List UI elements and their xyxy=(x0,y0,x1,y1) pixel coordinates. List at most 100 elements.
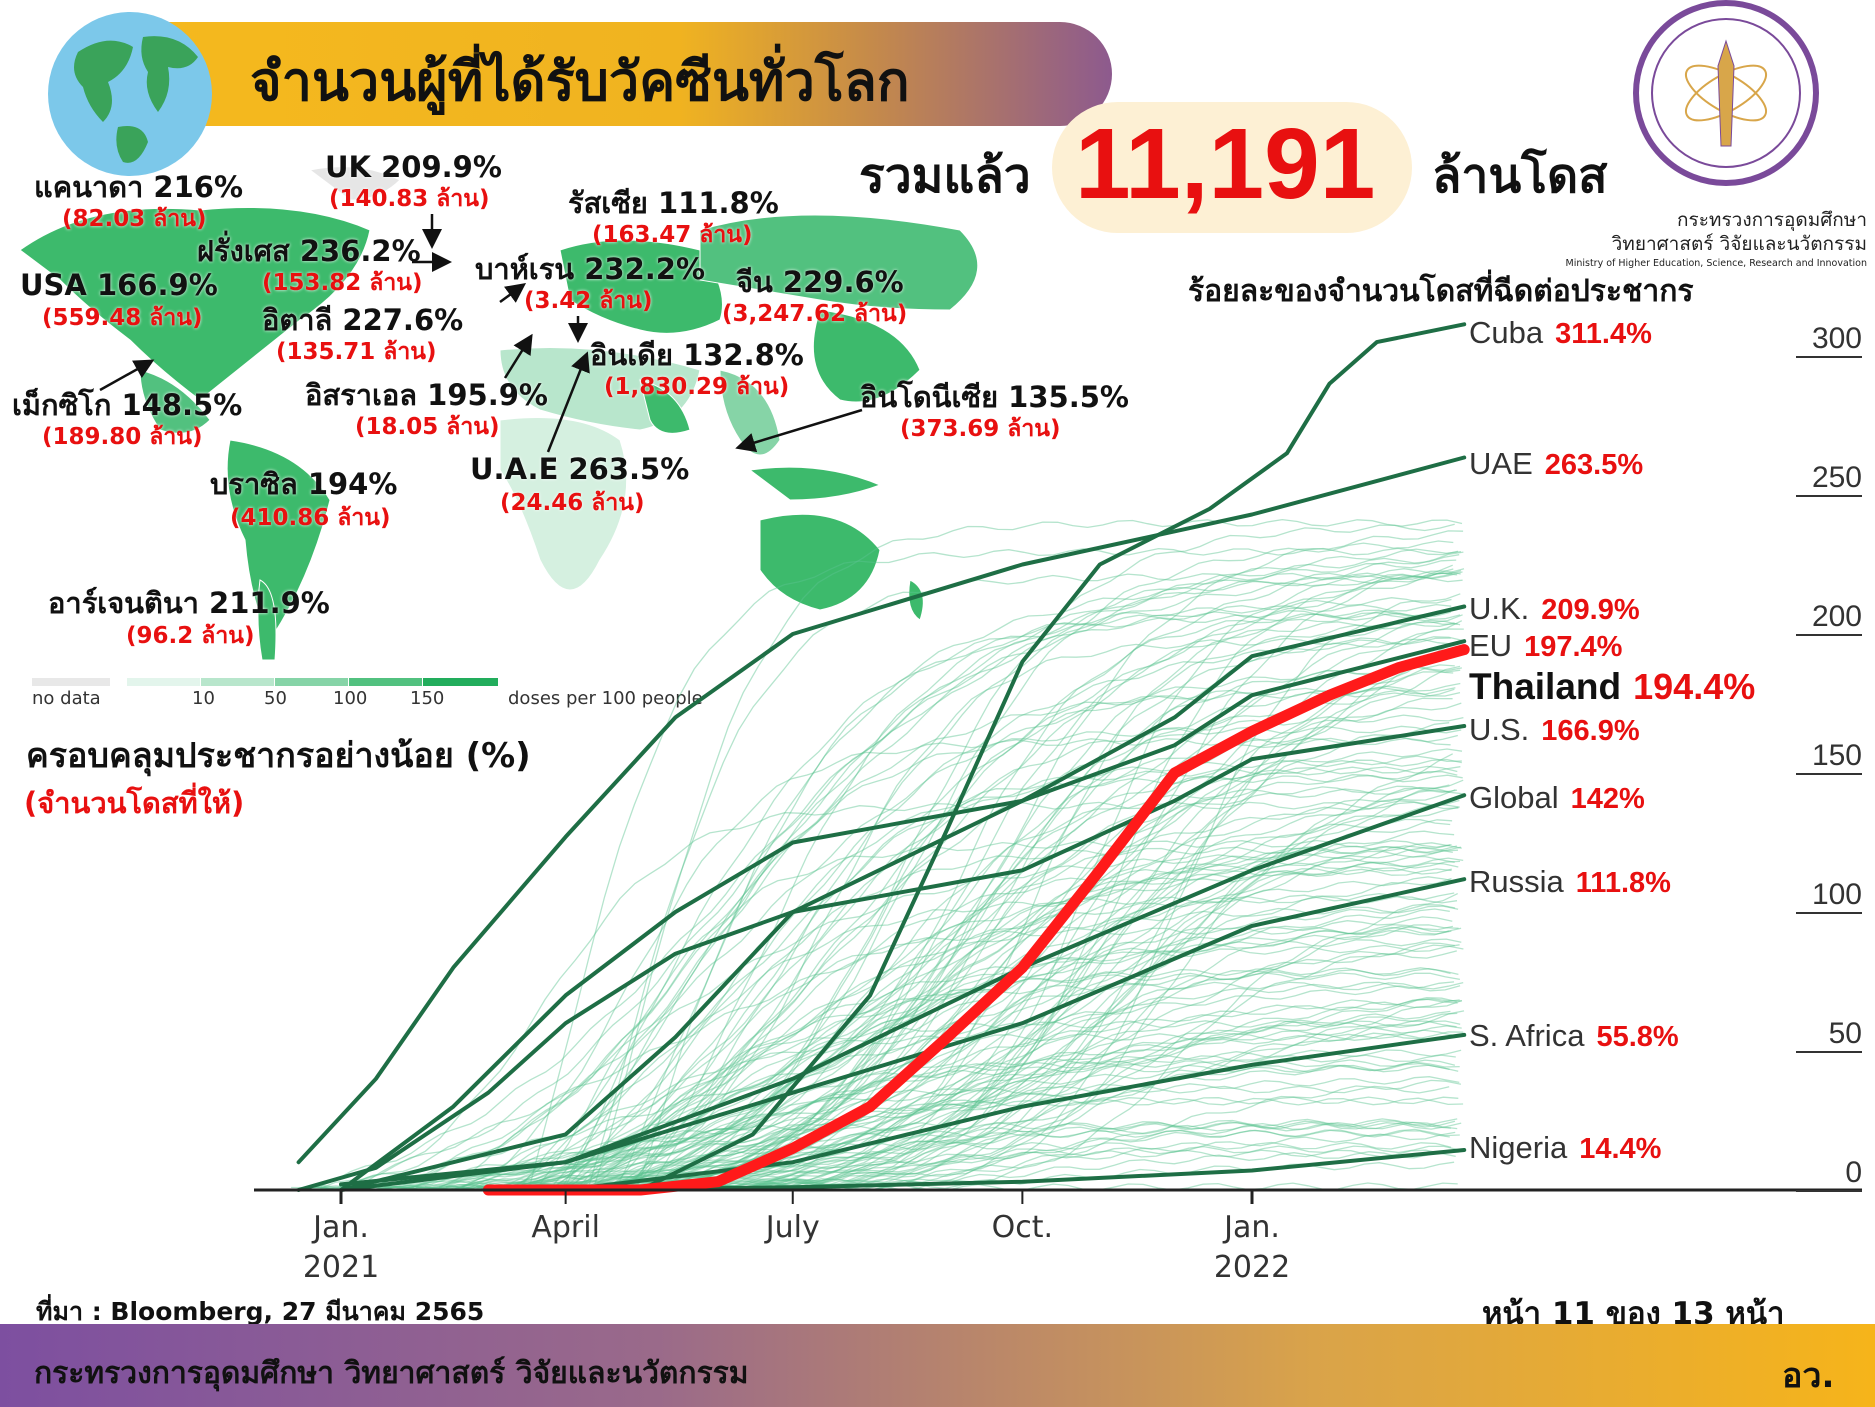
country-line xyxy=(622,570,1462,1191)
country-line xyxy=(311,1129,1450,1191)
ministry-name-line2: วิทยาศาสตร์ วิจัยและนวัตกรรม xyxy=(1611,233,1867,255)
total-doses-value: 11,191 xyxy=(1075,108,1376,220)
map-doses-argentina: (96.2 ล้าน) xyxy=(126,623,255,649)
country-line xyxy=(599,564,1453,1191)
x-tick-month: July xyxy=(765,1210,820,1245)
y-tick-label: 0 xyxy=(1796,1156,1862,1192)
x-tick-month: April xyxy=(531,1210,600,1245)
series-line-russia xyxy=(339,877,1467,1187)
ministry-name-en: Ministry of Higher Education, Science, R… xyxy=(1565,258,1868,269)
country-line xyxy=(424,1096,1459,1191)
map-doses-usa: (559.48 ล้าน) xyxy=(42,305,203,331)
chart-title: ร้อยละของจำนวนโดสที่ฉีดต่อประชากร xyxy=(1188,274,1694,309)
country-line xyxy=(616,687,1456,1191)
series-value: 194.4% xyxy=(1633,666,1756,707)
legend-tick: 150 xyxy=(410,688,445,709)
x-tick-year: 2022 xyxy=(1213,1250,1291,1285)
map-label-indonesia: อินโดนีเซีย 135.5% xyxy=(860,380,1129,414)
map-label-china: จีน 229.6% xyxy=(736,265,904,299)
x-tick-month: Jan. xyxy=(1224,1210,1280,1245)
legend-tick: 10 xyxy=(192,688,215,709)
series-name: Thailand xyxy=(1469,666,1622,707)
country-line xyxy=(653,999,1463,1191)
country-line xyxy=(635,612,1461,1191)
map-label-canada: แคนาดา 216% xyxy=(34,170,244,204)
series-value: 142% xyxy=(1570,783,1645,815)
series-line-uae xyxy=(296,455,1467,1165)
country-line xyxy=(368,998,1462,1191)
country-line xyxy=(510,892,1455,1188)
x-tick-month: Jan. xyxy=(313,1210,369,1245)
country-line xyxy=(614,753,1453,1191)
country-line xyxy=(572,1054,1456,1188)
map-doses-italy: (135.71 ล้าน) xyxy=(276,339,437,365)
footer-ministry: กระทรวงการอุดมศึกษา วิทยาศาสตร์ วิจัยและ… xyxy=(34,1356,749,1391)
series-line-eu xyxy=(339,639,1467,1192)
country-line xyxy=(484,876,1459,1189)
series-value: 311.4% xyxy=(1555,318,1652,350)
line-chart xyxy=(254,322,1862,1204)
total-pill xyxy=(1052,102,1412,233)
globe-icon xyxy=(48,12,212,176)
series-name: Cuba xyxy=(1469,315,1544,350)
series-name: Global xyxy=(1469,780,1559,815)
map-label-russia: รัสเซีย 111.8% xyxy=(568,186,779,220)
series-name: Nigeria xyxy=(1469,1130,1568,1165)
country-line xyxy=(466,622,1455,1191)
legend-swatch-50-100 xyxy=(275,678,348,686)
country-line xyxy=(554,638,1453,1188)
map-label-uk: UK 209.9% xyxy=(325,150,502,184)
map-label-israel: อิสราเอล 195.9% xyxy=(305,378,548,412)
series-end-label: UAE 263.5% xyxy=(1469,446,1643,486)
country-line xyxy=(591,1020,1461,1190)
y-tick-label: 150 xyxy=(1796,739,1862,775)
country-line xyxy=(319,862,1459,1190)
series-name: Russia xyxy=(1469,864,1564,899)
country-line xyxy=(415,789,1464,1191)
country-line xyxy=(438,1012,1458,1191)
map-label-india: อินเดีย 132.8% xyxy=(590,338,804,372)
map-doses-mexico: (189.80 ล้าน) xyxy=(42,424,203,450)
country-line xyxy=(306,985,1461,1189)
x-tick-label: July xyxy=(733,1208,853,1248)
series-line-thailand xyxy=(482,644,1470,1196)
country-line xyxy=(308,725,1462,1191)
country-line xyxy=(526,789,1456,1188)
series-name: U.S. xyxy=(1469,712,1530,747)
series-value: 14.4% xyxy=(1579,1133,1662,1165)
country-line xyxy=(528,785,1458,1190)
country-line xyxy=(566,786,1450,1191)
country-line xyxy=(310,636,1464,1191)
map-doses-canada: (82.03 ล้าน) xyxy=(62,206,207,232)
ministry-name-line1: กระทรวงการอุดมศึกษา xyxy=(1677,209,1867,231)
legend-swatch-no-data xyxy=(32,678,110,686)
map-doses-indonesia: (373.69 ล้าน) xyxy=(900,416,1061,442)
country-line xyxy=(517,548,1462,1191)
arrow-indonesia xyxy=(735,408,863,453)
x-tick-year: 2021 xyxy=(302,1250,380,1285)
country-line xyxy=(651,619,1461,1188)
map-doses-brazil: (410.86 ล้าน) xyxy=(230,505,391,531)
country-line xyxy=(344,916,1453,1191)
country-line xyxy=(291,554,1460,1189)
country-line xyxy=(421,855,1455,1191)
x-tick-label: Jan. 2021 xyxy=(281,1208,401,1288)
map-doses-bahrain: (3.42 ล้าน) xyxy=(524,288,653,314)
ministry-logo xyxy=(1633,0,1819,186)
series-name: S. Africa xyxy=(1469,1018,1585,1053)
series-value: 55.8% xyxy=(1596,1021,1679,1053)
country-line xyxy=(439,849,1459,1188)
map-arrows xyxy=(99,214,863,453)
series-line-nigeria xyxy=(563,1148,1467,1192)
country-line xyxy=(648,765,1458,1189)
country-line xyxy=(409,734,1458,1191)
country-line xyxy=(579,551,1464,1190)
country-line xyxy=(423,895,1458,1191)
country-line xyxy=(619,1064,1459,1191)
country-line xyxy=(476,1062,1450,1188)
country-line xyxy=(445,929,1450,1188)
map-doses-india: (1,830.29 ล้าน) xyxy=(604,374,790,400)
series-value: 263.5% xyxy=(1544,449,1644,481)
country-line xyxy=(587,572,1458,1188)
country-line xyxy=(569,540,1454,1188)
